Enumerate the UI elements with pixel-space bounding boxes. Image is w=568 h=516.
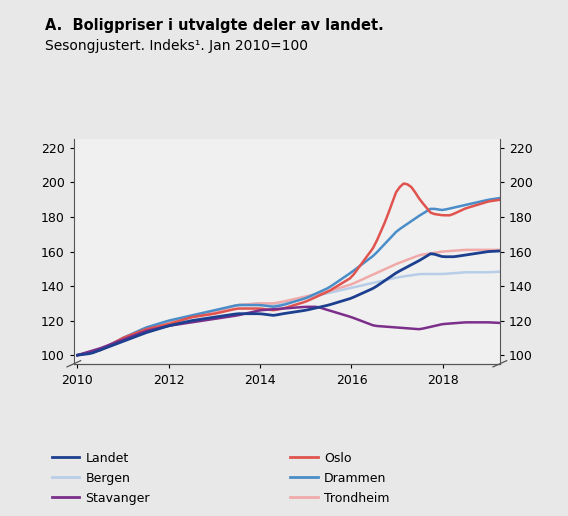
Legend: Oslo, Drammen, Trondheim: Oslo, Drammen, Trondheim <box>290 452 390 505</box>
Legend: Landet, Bergen, Stavanger: Landet, Bergen, Stavanger <box>52 452 150 505</box>
Text: Sesongjustert. Indeks¹. Jan 2010=100: Sesongjustert. Indeks¹. Jan 2010=100 <box>45 39 308 53</box>
Text: A.  Boligpriser i utvalgte deler av landet.: A. Boligpriser i utvalgte deler av lande… <box>45 18 384 33</box>
